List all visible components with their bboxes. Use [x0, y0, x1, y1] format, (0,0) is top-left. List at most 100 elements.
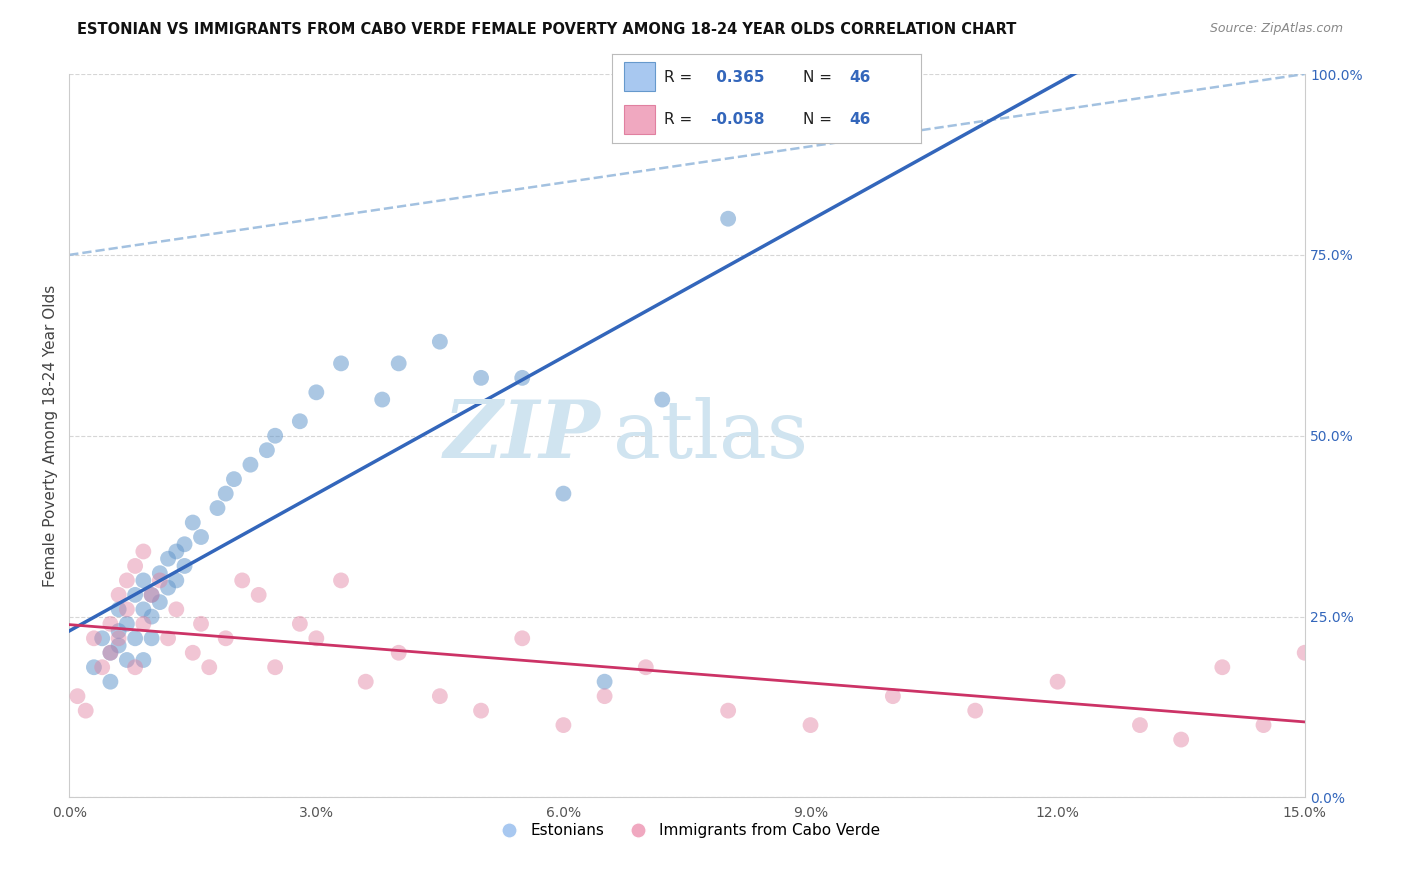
Text: 46: 46 [849, 70, 872, 85]
Point [305, 632, 328, 646]
Point [799, 718, 821, 732]
Point [717, 211, 740, 226]
Point [222, 472, 245, 486]
Point [198, 660, 221, 674]
Point [330, 356, 353, 370]
Point [107, 632, 129, 646]
Point [149, 574, 172, 588]
Text: N =: N = [803, 70, 832, 85]
Point [264, 660, 287, 674]
Point [149, 566, 172, 581]
Point [66, 689, 89, 703]
Point [132, 574, 155, 588]
Point [132, 602, 155, 616]
Point [264, 428, 287, 442]
Point [165, 544, 187, 558]
Point [141, 609, 163, 624]
Text: atlas: atlas [613, 397, 808, 475]
Point [181, 646, 204, 660]
Point [141, 588, 163, 602]
Point [132, 616, 155, 631]
Point [553, 486, 575, 500]
Point [115, 602, 138, 616]
Bar [624, 105, 655, 134]
Point [91, 660, 114, 674]
Point [388, 646, 411, 660]
Point [239, 458, 262, 472]
Point [1294, 646, 1316, 660]
Point [124, 632, 146, 646]
Point [115, 616, 138, 631]
Point [882, 689, 904, 703]
Point [1046, 674, 1069, 689]
Point [83, 632, 105, 646]
Point [173, 558, 195, 573]
Point [107, 639, 129, 653]
Point [157, 551, 180, 566]
Point [75, 704, 97, 718]
Point [305, 385, 328, 400]
Point [107, 588, 129, 602]
Point [100, 674, 122, 689]
Text: N =: N = [803, 112, 832, 127]
Point [181, 516, 204, 530]
Point [83, 660, 105, 674]
Point [132, 544, 155, 558]
Y-axis label: Female Poverty Among 18-24 Year Olds: Female Poverty Among 18-24 Year Olds [44, 285, 58, 587]
Point [141, 632, 163, 646]
Point [288, 616, 311, 631]
Point [510, 632, 533, 646]
Point [371, 392, 394, 407]
Point [330, 574, 353, 588]
Legend: Estonians, Immigrants from Cabo Verde: Estonians, Immigrants from Cabo Verde [488, 817, 886, 844]
Point [510, 371, 533, 385]
Point [115, 574, 138, 588]
Point [553, 718, 575, 732]
Point [388, 356, 411, 370]
Point [256, 443, 278, 458]
Point [107, 624, 129, 638]
Point [1129, 718, 1152, 732]
Text: ZIP: ZIP [444, 397, 600, 475]
Point [470, 704, 492, 718]
Text: 0.365: 0.365 [710, 70, 763, 85]
Point [429, 689, 451, 703]
Point [207, 501, 229, 516]
Point [593, 674, 616, 689]
Point [100, 646, 122, 660]
Point [247, 588, 270, 602]
Point [215, 632, 238, 646]
Point [157, 632, 180, 646]
Point [1211, 660, 1233, 674]
Point [799, 118, 821, 132]
Point [717, 704, 740, 718]
Point [288, 414, 311, 428]
Point [173, 537, 195, 551]
Point [593, 689, 616, 703]
Point [470, 371, 492, 385]
Point [100, 616, 122, 631]
Point [149, 595, 172, 609]
Point [115, 653, 138, 667]
Point [1170, 732, 1192, 747]
Point [190, 616, 212, 631]
Point [965, 704, 987, 718]
Text: 46: 46 [849, 112, 872, 127]
Point [100, 646, 122, 660]
Point [141, 588, 163, 602]
Point [91, 632, 114, 646]
Point [107, 602, 129, 616]
Text: R =: R = [664, 112, 692, 127]
Text: Source: ZipAtlas.com: Source: ZipAtlas.com [1209, 22, 1343, 36]
Point [157, 581, 180, 595]
Point [124, 558, 146, 573]
Point [124, 588, 146, 602]
Point [132, 653, 155, 667]
Point [634, 660, 657, 674]
Point [231, 574, 253, 588]
Point [124, 660, 146, 674]
Point [215, 486, 238, 500]
Point [190, 530, 212, 544]
Point [651, 392, 673, 407]
Point [1253, 718, 1275, 732]
